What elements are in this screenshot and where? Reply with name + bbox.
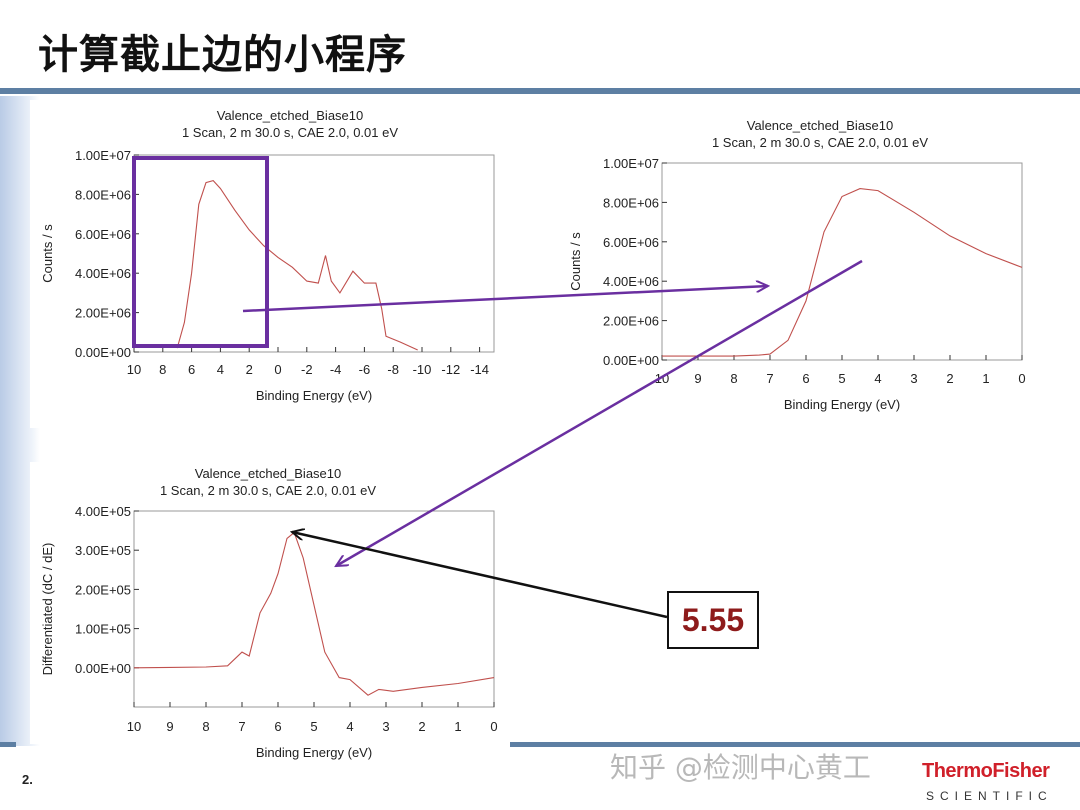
x-tick-label: 9 [166, 719, 173, 734]
footer-rule-left [0, 742, 16, 747]
y-tick-label: 3.00E+05 [75, 543, 131, 558]
plot-area [133, 510, 495, 708]
spectrum-line [133, 531, 495, 696]
x-axis-label: Binding Energy (eV) [256, 745, 372, 760]
x-tick-label: 10 [127, 719, 141, 734]
x-tick-label: 6 [802, 371, 809, 386]
plot-area [661, 162, 1023, 361]
x-tick-label: 8 [202, 719, 209, 734]
x-tick-label: 4 [346, 719, 353, 734]
x-tick-label: 3 [910, 371, 917, 386]
footer-rule [510, 742, 1080, 747]
y-axis-label: Differentiated (dC / dE) [40, 543, 55, 676]
y-tick-label: 2.00E+06 [75, 306, 131, 321]
y-tick-label: 1.00E+05 [75, 622, 131, 637]
y-tick-label: 8.00E+06 [603, 195, 659, 210]
y-tick-label: 1.00E+07 [603, 156, 659, 171]
x-tick-label: 1 [982, 371, 989, 386]
page-number: 2. [22, 772, 33, 787]
zoom-arrow [242, 286, 768, 313]
chart-0: Valence_etched_Biase10 1 Scan, 2 m 30.0 s… [40, 108, 495, 403]
y-tick-label: 0.00E+00 [75, 345, 131, 360]
chart-title: Valence_etched_Biase10 [217, 108, 364, 123]
x-tick-label: 2 [946, 371, 953, 386]
x-tick-label: -4 [330, 362, 342, 377]
x-tick-label: 1 [454, 719, 461, 734]
chart-2: Valence_etched_Biase10 1 Scan, 2 m 30.0 s… [40, 466, 498, 760]
x-tick-label: 0 [274, 362, 281, 377]
x-tick-label: 6 [274, 719, 281, 734]
header-rule [0, 88, 1080, 94]
chart-title: Valence_etched_Biase10 [195, 466, 342, 481]
x-tick-label: 8 [159, 362, 166, 377]
y-tick-label: 6.00E+06 [75, 227, 131, 242]
x-tick-label: -14 [470, 362, 489, 377]
x-tick-label: 4 [217, 362, 224, 377]
x-tick-label: 8 [730, 371, 737, 386]
y-tick-label: 1.00E+07 [75, 148, 131, 163]
chart-title: Valence_etched_Biase10 [747, 118, 894, 133]
x-axis-label: Binding Energy (eV) [784, 397, 900, 412]
x-tick-label: -6 [359, 362, 371, 377]
y-tick-label: 2.00E+05 [75, 582, 131, 597]
x-tick-label: 6 [188, 362, 195, 377]
y-tick-label: 0.00E+00 [603, 353, 659, 368]
watermark: 知乎 @检测中心黄工 [610, 751, 871, 784]
logo-thermofisher: ThermoFisher [922, 760, 1050, 782]
x-tick-label: 5 [310, 719, 317, 734]
y-tick-label: 4.00E+05 [75, 504, 131, 519]
y-axis-label: Counts / s [40, 224, 55, 283]
y-tick-label: 2.00E+06 [603, 314, 659, 329]
x-axis-label: Binding Energy (eV) [256, 388, 372, 403]
x-tick-label: -8 [387, 362, 399, 377]
derivative-arrow [336, 259, 863, 566]
x-tick-label: 3 [382, 719, 389, 734]
highlight-box [132, 156, 269, 348]
y-axis-label: Counts / s [568, 232, 583, 291]
x-tick-label: 2 [246, 362, 253, 377]
chart-subtitle: 1 Scan, 2 m 30.0 s, CAE 2.0, 0.01 eV [712, 135, 928, 150]
logo-scientific: SCIENTIFIC [926, 789, 1053, 803]
x-tick-label: 2 [418, 719, 425, 734]
chart-1: Valence_etched_Biase10 1 Scan, 2 m 30.0 s… [568, 118, 1026, 412]
y-tick-label: 4.00E+06 [603, 274, 659, 289]
y-tick-label: 6.00E+06 [603, 235, 659, 250]
edge-value-callout: 5.55 [667, 591, 759, 649]
x-tick-label: 10 [127, 362, 141, 377]
spectrum-line [176, 179, 418, 351]
chart-subtitle: 1 Scan, 2 m 30.0 s, CAE 2.0, 0.01 eV [160, 483, 376, 498]
peak-arrow [292, 532, 668, 619]
y-tick-label: 8.00E+06 [75, 187, 131, 202]
x-tick-label: -2 [301, 362, 313, 377]
plot-area [133, 154, 495, 353]
x-tick-label: 4 [874, 371, 881, 386]
y-tick-label: 0.00E+00 [75, 661, 131, 676]
x-tick-label: 0 [1018, 371, 1025, 386]
x-tick-label: 5 [838, 371, 845, 386]
x-tick-label: -10 [413, 362, 432, 377]
x-tick-label: 7 [238, 719, 245, 734]
slide-title: 计算截止边的小程序 [38, 32, 407, 78]
chart-subtitle: 1 Scan, 2 m 30.0 s, CAE 2.0, 0.01 eV [182, 125, 398, 140]
x-tick-label: -12 [441, 362, 460, 377]
x-tick-label: 7 [766, 371, 773, 386]
x-tick-label: 0 [490, 719, 497, 734]
x-tick-label: 9 [694, 371, 701, 386]
y-tick-label: 4.00E+06 [75, 266, 131, 281]
spectrum-line [662, 188, 1023, 357]
